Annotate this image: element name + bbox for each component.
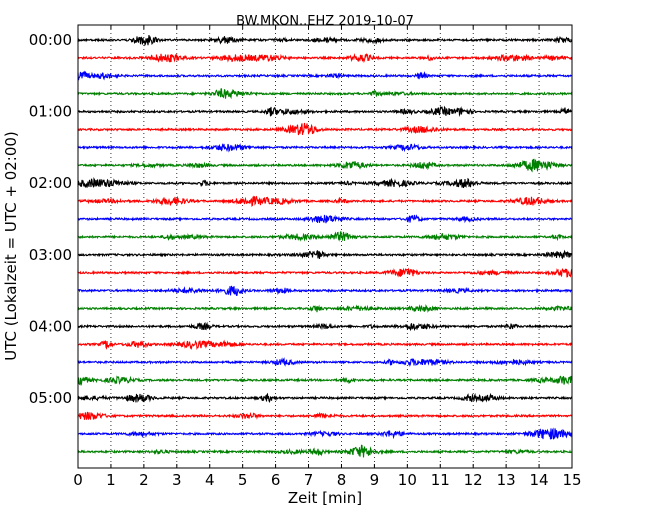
seismic-trace: [77, 143, 573, 153]
y-axis-title: UTC (Lokalzeit = UTC + 02:00): [2, 131, 20, 361]
seismic-trace: [77, 375, 573, 386]
y-axis: 00:00 01:00 02:00 03:00 04:00 05:00: [29, 31, 572, 407]
seismic-trace: [77, 411, 573, 421]
x-tick-label: 10: [398, 471, 417, 489]
seismic-trace: [77, 195, 573, 208]
seismic-trace: [77, 34, 573, 47]
x-tick-label: 14: [530, 471, 549, 489]
seismic-trace: [77, 427, 573, 440]
y-tick-label: 00:00: [29, 31, 72, 49]
x-tick-label: 7: [304, 471, 314, 489]
seismic-trace: [77, 357, 573, 368]
x-tick-label: 8: [337, 471, 347, 489]
y-tick-label: 04:00: [29, 317, 72, 335]
seismic-trace: [77, 285, 573, 297]
seismic-trace: [77, 158, 573, 173]
seismic-trace: [77, 339, 573, 351]
x-tick-label: 0: [73, 471, 83, 489]
x-axis: 0 1 2 3 4 5 6 7 8 9 10 11 12 13 14 15: [73, 25, 582, 489]
seismic-traces: [77, 34, 573, 458]
x-tick-label: 15: [562, 471, 581, 489]
seismic-trace: [77, 214, 573, 224]
x-tick-label: 9: [370, 471, 380, 489]
x-tick-label: 6: [271, 471, 281, 489]
seismic-trace: [77, 105, 573, 117]
seismic-trace: [77, 249, 573, 260]
seismic-trace: [77, 53, 573, 64]
seismic-trace: [77, 231, 573, 242]
x-tick-label: 2: [139, 471, 149, 489]
y-tick-label: 05:00: [29, 389, 72, 407]
x-axis-title: Zeit [min]: [288, 489, 362, 507]
seismic-trace: [77, 122, 573, 136]
seismic-trace: [77, 321, 573, 332]
seismic-trace: [77, 70, 573, 81]
y-tick-label: 01:00: [29, 103, 72, 121]
y-tick-label: 02:00: [29, 174, 72, 192]
x-tick-label: 1: [106, 471, 116, 489]
x-tick-label: 13: [497, 471, 516, 489]
x-tick-label: 3: [172, 471, 182, 489]
x-tick-label: 5: [238, 471, 248, 489]
x-tick-label: 12: [464, 471, 483, 489]
seismic-trace: [77, 444, 573, 458]
chart-title: BW.MKON..EHZ 2019-10-07: [236, 14, 414, 29]
x-tick-label: 4: [205, 471, 215, 489]
plot-frame: [77, 24, 573, 469]
seismic-trace: [77, 392, 573, 403]
seismic-trace: [77, 267, 573, 278]
grid-lines: [110, 25, 540, 468]
seismic-trace: [77, 176, 573, 188]
seismic-trace: [77, 88, 573, 100]
seismic-trace: [77, 304, 573, 313]
x-tick-label: 11: [431, 471, 450, 489]
y-tick-label: 03:00: [29, 246, 72, 264]
